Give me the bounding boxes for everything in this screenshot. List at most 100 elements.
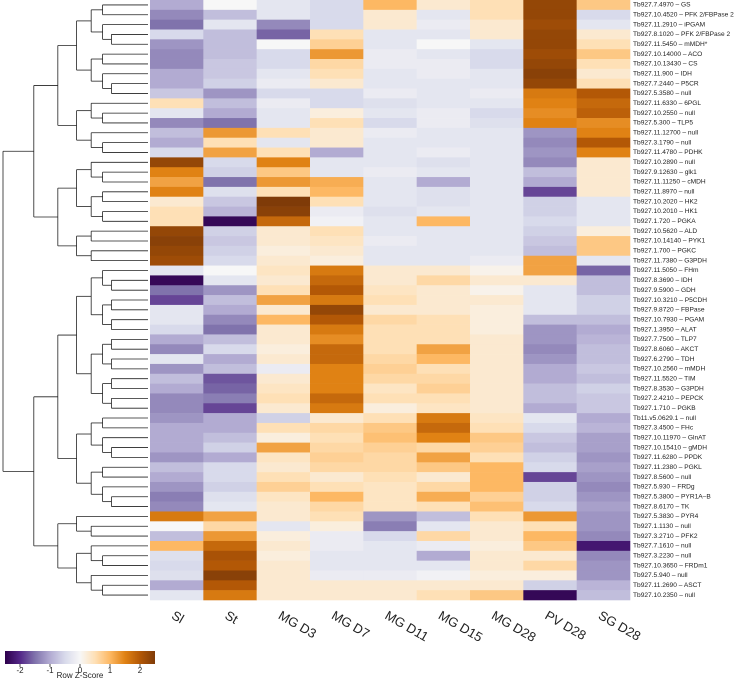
- heatmap-cell: [470, 196, 524, 207]
- heatmap-cell: [150, 9, 204, 20]
- heatmap-cell: [576, 363, 631, 375]
- heatmap-cell: [416, 108, 471, 119]
- heatmap-cell: [470, 19, 524, 30]
- heatmap-cell: [203, 255, 257, 266]
- row-label: Tb927.10.2560 – mMDH: [633, 366, 705, 373]
- heatmap-cell: [150, 177, 204, 188]
- heatmap-cell: [416, 560, 471, 571]
- heatmap-cell: [416, 186, 471, 198]
- heatmap-cell: [470, 147, 524, 158]
- legend-tick-label: -2: [16, 666, 24, 675]
- heatmap-cell: [310, 531, 364, 542]
- heatmap-cell: [523, 481, 577, 493]
- heatmap-cell: [363, 265, 417, 276]
- heatmap-cell: [470, 442, 524, 453]
- heatmap-cell: [363, 127, 417, 139]
- heatmap-cell: [576, 127, 631, 139]
- heatmap-cell: [256, 285, 311, 296]
- heatmap-cell: [523, 19, 577, 30]
- heatmap-cell: [416, 98, 471, 109]
- row-label: Tb927.10.15410 – gMDH: [633, 444, 707, 451]
- heatmap-cell: [416, 39, 471, 50]
- heatmap-cell: [470, 29, 524, 40]
- heatmap-cell: [523, 452, 577, 463]
- row-label: Tb927.10.3650 – FRDm1: [633, 562, 708, 569]
- heatmap-cell: [150, 285, 204, 296]
- heatmap-cell: [150, 275, 204, 286]
- row-label: Tb927.1.720 – PGKA: [633, 218, 696, 225]
- column-label: MG D15: [436, 608, 485, 645]
- heatmap-cell: [416, 580, 471, 591]
- row-label: Tb927.1.700 – PGKC: [633, 248, 696, 255]
- row-label: Tb927.11.2690 – ASCT: [633, 582, 701, 589]
- heatmap-cell: [256, 422, 311, 434]
- heatmap-cell: [576, 314, 631, 325]
- heatmap-cell: [203, 127, 257, 139]
- heatmap-cell: [363, 177, 417, 188]
- heatmap-cell: [256, 157, 311, 168]
- heatmap-cell: [470, 255, 524, 266]
- heatmap-cell: [310, 88, 364, 99]
- heatmap-cell: [576, 452, 631, 463]
- heatmap-cell: [523, 177, 577, 188]
- heatmap-cell: [256, 177, 311, 188]
- heatmap-cell: [310, 39, 364, 50]
- column-label: MG D3: [276, 608, 319, 642]
- heatmap-cell: [576, 501, 631, 512]
- heatmap-cell: [523, 511, 577, 522]
- heatmap-cell: [523, 216, 577, 227]
- row-label: Tb927.10.11970 – GlnAT: [633, 434, 706, 441]
- heatmap-cell: [150, 442, 204, 453]
- heatmap-cell: [150, 0, 204, 11]
- heatmap-cell: [363, 186, 417, 198]
- heatmap-cell: [576, 285, 631, 296]
- heatmap-cell: [150, 19, 204, 30]
- heatmap-cell: [363, 550, 417, 561]
- heatmap-cell: [470, 413, 524, 424]
- heatmap-cell: [363, 334, 417, 345]
- heatmap-cell: [523, 147, 577, 158]
- heatmap-cell: [470, 108, 524, 119]
- heatmap-cell: [256, 363, 311, 375]
- heatmap-cell: [310, 354, 364, 365]
- row-label: Tb927.2.4210 – PEPCK: [633, 395, 704, 402]
- heatmap-cell: [363, 68, 417, 79]
- heatmap-cell: [576, 157, 631, 168]
- heatmap-cell: [203, 314, 257, 325]
- heatmap-cell: [150, 501, 204, 512]
- row-label: Tb927.3.2230 – null: [633, 552, 692, 559]
- heatmap-cell: [310, 236, 364, 247]
- heatmap-cell: [470, 432, 524, 443]
- legend-tick-label: 1: [108, 666, 113, 675]
- row-label: Tb927.9.8720 – FBPase: [633, 307, 705, 314]
- row-label: Tb927.11.2380 – PGKL: [633, 464, 702, 471]
- heatmap-cell: [256, 570, 311, 581]
- heatmap-cell: [363, 531, 417, 542]
- row-label: Tb927.1.710 – PGKB: [633, 405, 696, 412]
- legend-tick-label: -1: [46, 666, 54, 675]
- heatmap-cell: [470, 324, 524, 335]
- heatmap-cell: [576, 226, 631, 237]
- heatmap-cell: [416, 255, 471, 266]
- heatmap-cell: [203, 206, 257, 217]
- heatmap-cell: [363, 413, 417, 424]
- heatmap-cell: [576, 540, 631, 552]
- heatmap-cell: [310, 0, 364, 11]
- heatmap-cell: [470, 304, 524, 316]
- heatmap-cell: [203, 265, 257, 276]
- heatmap-cell: [203, 39, 257, 50]
- heatmap-cell: [576, 521, 631, 532]
- heatmap-cell: [416, 265, 471, 276]
- heatmap-cell: [310, 403, 364, 414]
- legend-tick-label: 2: [138, 666, 143, 675]
- heatmap-cell: [310, 9, 364, 20]
- heatmap-cell: [256, 255, 311, 266]
- row-label: Tb927.8.6060 – AKCT: [633, 346, 698, 353]
- heatmap-cell: [256, 550, 311, 561]
- heatmap-cell: [470, 206, 524, 217]
- heatmap-cell: [256, 118, 311, 129]
- heatmap-cell: [416, 501, 471, 512]
- heatmap-cell: [150, 422, 204, 434]
- heatmap-cell: [470, 78, 524, 89]
- heatmap-cell: [523, 422, 577, 434]
